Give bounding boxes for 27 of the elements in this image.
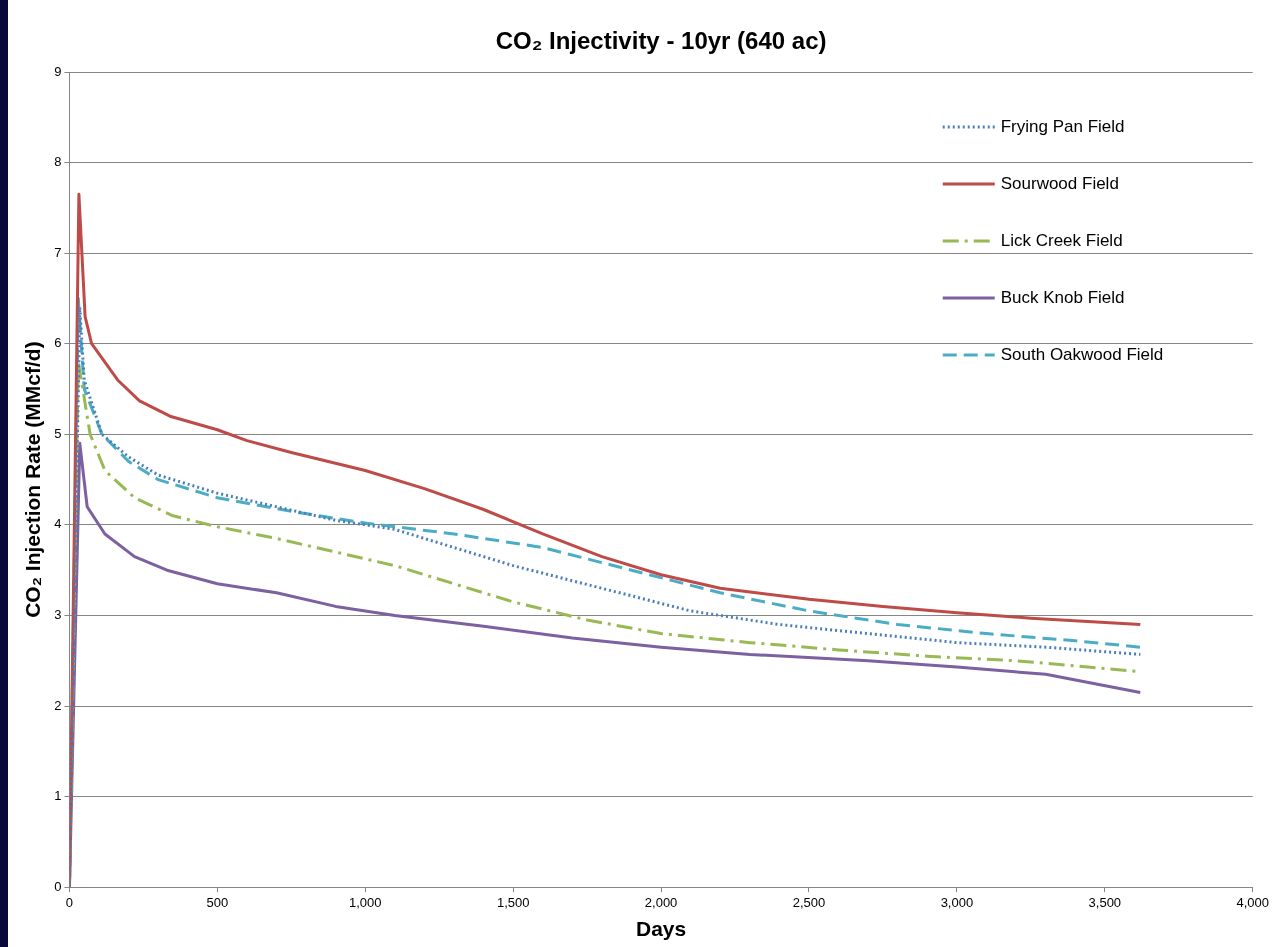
x-tick-label: 0	[65, 894, 74, 910]
x-tick-label: 3,000	[940, 894, 974, 910]
x-tick-label: 1,500	[496, 894, 530, 910]
y-tick-label: 7	[54, 244, 62, 260]
y-tick-label: 5	[54, 425, 62, 441]
legend-label: Frying Pan Field	[1000, 116, 1125, 136]
y-tick-label: 1	[54, 788, 62, 804]
legend-label: Buck Knob Field	[1000, 287, 1125, 307]
x-tick-label: 4,000	[1236, 894, 1270, 910]
y-tick-label: 6	[54, 335, 62, 351]
legend-label: South Oakwood Field	[1000, 344, 1164, 364]
x-tick-label: 500	[206, 894, 229, 910]
x-axis-title: Days	[635, 917, 687, 941]
y-tick-label: 3	[54, 607, 62, 623]
y-tick-label: 2	[54, 697, 62, 713]
y-tick-label: 0	[54, 878, 62, 894]
chart-title: CO₂ Injectivity - 10yr (640 ac)	[495, 26, 827, 54]
x-tick-label: 2,000	[644, 894, 678, 910]
legend-label: Sourwood Field	[1000, 173, 1119, 193]
y-tick-label: 8	[54, 154, 62, 170]
legend-label: Lick Creek Field	[1000, 230, 1123, 250]
x-tick-label: 3,500	[1088, 894, 1122, 910]
x-tick-label: 1,000	[348, 894, 382, 910]
x-tick-label: 2,500	[792, 894, 826, 910]
y-tick-label: 4	[54, 516, 62, 532]
y-axis-title: CO₂ Injection Rate (MMcf/d)	[21, 341, 45, 618]
y-tick-label: 9	[54, 63, 62, 79]
